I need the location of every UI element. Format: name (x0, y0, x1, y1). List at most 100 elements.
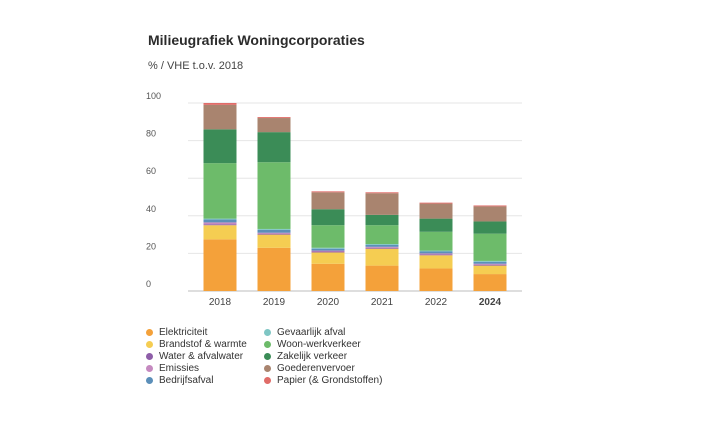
bar-segment: 2021 — Bedrijfsafval: 1 (365, 244, 399, 247)
bar-segment: 2024 — Goederenvervoer: 8 (473, 206, 507, 222)
bar-segment: 2024 — Papier (& Grondstoffen): 0.5 (473, 205, 507, 207)
bar-segment: 2018 — Woon-werkverkeer: 29.5 (203, 163, 237, 219)
bars: 2018 — Elektriciteit: 27.52018 — Brandst… (203, 103, 507, 291)
bar-segment: 2020 — Gevaarlijk afval: 0.5 (311, 247, 345, 249)
bar-segment: 2020 — Water & afvalwater: 0.5 (311, 251, 345, 253)
bar-segment: 2019 — Zakelijk verkeer: 16 (257, 132, 291, 163)
bar-segment: 2024 — Bedrijfsafval: 1 (473, 261, 507, 264)
y-tick-label: 0 (146, 279, 151, 289)
bar-segment: 2019 — Woon-werkverkeer: 35.5 (257, 162, 291, 229)
legend-item: Brandstof & warmte (146, 338, 264, 350)
bar-segment: 2024 — Gevaarlijk afval: 0.5 (473, 260, 507, 262)
bar-segment: 2020 — Elektriciteit: 14.5 (311, 263, 345, 291)
legend-swatch (264, 352, 271, 360)
legend: Elektriciteit Gevaarlijk afval Brandstof &… (146, 326, 566, 386)
bar-segment: 2020 — Woon-werkverkeer: 12 (311, 225, 345, 248)
bar-segment: 2022 — Emissies: 0.5 (419, 253, 453, 255)
legend-label: Woon-werkverkeer (277, 338, 361, 350)
y-axis: 0 20 40 60 80 100 (146, 91, 161, 289)
bar-segment: 2022 — Brandstof & warmte: 7 (419, 255, 453, 269)
bar-segment: 2024 — Water & afvalwater: 0.5 (473, 264, 507, 266)
bar-segment: 2019 — Bedrijfsafval: 1.5 (257, 229, 291, 233)
x-axis: 2018 2019 2020 2021 2022 2024 (209, 297, 502, 308)
bar-segment: 2024 — Elektriciteit: 9 (473, 274, 507, 291)
legend-swatch (146, 376, 153, 384)
bar-segment: 2022 — Gevaarlijk afval: 0.5 (419, 250, 453, 252)
bar-segment: 2021 — Woon-werkverkeer: 10 (365, 225, 399, 244)
bar-segment: 2022 — Papier (& Grondstoffen): 0.5 (419, 202, 453, 204)
x-tick-label: 2024 (479, 297, 502, 308)
bar-segment: 2024 — Brandstof & warmte: 4.5 (473, 265, 507, 275)
y-tick-label: 20 (146, 241, 156, 251)
bar-segment: 2019 — Goederenvervoer: 7.5 (257, 118, 291, 133)
bar-segment: 2019 — Elektriciteit: 23 (257, 247, 291, 291)
bar-segment: 2024 — Woon-werkverkeer: 14.5 (473, 233, 507, 261)
legend-swatch (146, 328, 153, 336)
bar-segment: 2020 — Emissies: 0.5 (311, 250, 345, 252)
bar-segment: 2021 — Papier (& Grondstoffen): 0.5 (365, 192, 399, 194)
bar-segment: 2018 — Zakelijk verkeer: 18 (203, 129, 237, 164)
bar-segment: 2018 — Goederenvervoer: 13 (203, 104, 237, 130)
bar-segment: 2018 — Emissies: 1 (203, 222, 237, 225)
bar-segment: 2022 — Water & afvalwater: 0.5 (419, 254, 453, 256)
bar-segment: 2020 — Zakelijk verkeer: 8.5 (311, 209, 345, 226)
legend-label: Gevaarlijk afval (277, 326, 346, 338)
legend-swatch (264, 376, 271, 384)
legend-label: Emissies (159, 362, 200, 374)
bar-segment: 2024 — Zakelijk verkeer: 6.5 (473, 221, 507, 234)
bar-segment: 2020 — Brandstof & warmte: 6 (311, 252, 345, 264)
legend-label: Papier (& Grondstoffen) (277, 374, 383, 386)
legend-label: Elektriciteit (159, 326, 208, 338)
legend-swatch (264, 364, 271, 372)
bar-segment: 2019 — Papier (& Grondstoffen): 0.5 (257, 117, 291, 119)
bar-segment: 2019 — Emissies: 0.5 (257, 232, 291, 234)
legend-item: Zakelijk verkeer (264, 350, 484, 362)
bar-segment: 2019 — Water & afvalwater: 0.5 (257, 233, 291, 235)
bar-segment: 2021 — Gevaarlijk afval: 0.5 (365, 244, 399, 245)
bar-segment: 2022 — Bedrijfsafval: 1 (419, 251, 453, 254)
x-tick-label: 2022 (425, 297, 448, 308)
chart-subtitle: % / VHE t.o.v. 2018 (148, 60, 244, 72)
legend-swatch (264, 340, 271, 348)
legend-item: Goederenvervoer (264, 362, 484, 374)
bar-segment: 2021 — Zakelijk verkeer: 5.5 (365, 214, 399, 226)
y-tick-label: 80 (146, 129, 156, 139)
bar-segment: 2018 — Water & afvalwater: 0.5 (203, 224, 237, 226)
legend-swatch (146, 352, 153, 360)
bar-segment: 2018 — Gevaarlijk afval: 0.5 (203, 218, 237, 220)
bar-segment: 2021 — Emissies: 0.5 (365, 246, 399, 248)
bar-segment: 2019 — Gevaarlijk afval: 0.5 (257, 228, 291, 230)
bar-segment: 2022 — Woon-werkverkeer: 10 (419, 231, 453, 251)
legend-item: Woon-werkverkeer (264, 338, 484, 350)
legend-item: Water & afvalwater (146, 350, 264, 362)
bar-segment: 2021 — Brandstof & warmte: 9 (365, 248, 399, 266)
y-tick-label: 100 (146, 91, 161, 101)
legend-item: Papier (& Grondstoffen) (264, 374, 484, 386)
gridlines (188, 102, 522, 292)
legend-label: Goederenvervoer (277, 362, 355, 374)
x-tick-label: 2021 (371, 297, 394, 308)
bar-segment: 2018 — Elektriciteit: 27.5 (203, 239, 237, 291)
bar-segment: 2024 — Emissies: 0.5 (473, 263, 507, 265)
bar-segment: 2018 — Bedrijfsafval: 1.5 (203, 219, 237, 223)
bar-segment: 2022 — Goederenvervoer: 8 (419, 203, 453, 219)
y-tick-label: 40 (146, 204, 156, 214)
bar-segment: 2020 — Papier (& Grondstoffen): 0.5 (311, 191, 345, 193)
legend-label: Brandstof & warmte (159, 338, 247, 350)
chart-title: Milieugrafiek Woningcorporaties (148, 32, 365, 48)
bar-segment: 2022 — Elektriciteit: 12 (419, 268, 453, 291)
legend-swatch (146, 340, 153, 348)
x-tick-label: 2020 (317, 297, 340, 308)
legend-label: Water & afvalwater (159, 350, 244, 362)
bar-segment: 2021 — Goederenvervoer: 11.5 (365, 193, 399, 215)
bar-segment: 2021 — Elektriciteit: 13.5 (365, 265, 399, 291)
legend-swatch (264, 328, 271, 336)
bar-segment: 2020 — Goederenvervoer: 9 (311, 192, 345, 210)
legend-label: Zakelijk verkeer (277, 350, 348, 362)
bar-segment: 2021 — Water & afvalwater: 0.5 (365, 247, 399, 249)
legend-item: Bedrijfsafval (146, 374, 264, 386)
x-tick-label: 2018 (209, 297, 232, 308)
bar-segment: 2020 — Bedrijfsafval: 1 (311, 248, 345, 251)
legend-swatch (146, 364, 153, 372)
